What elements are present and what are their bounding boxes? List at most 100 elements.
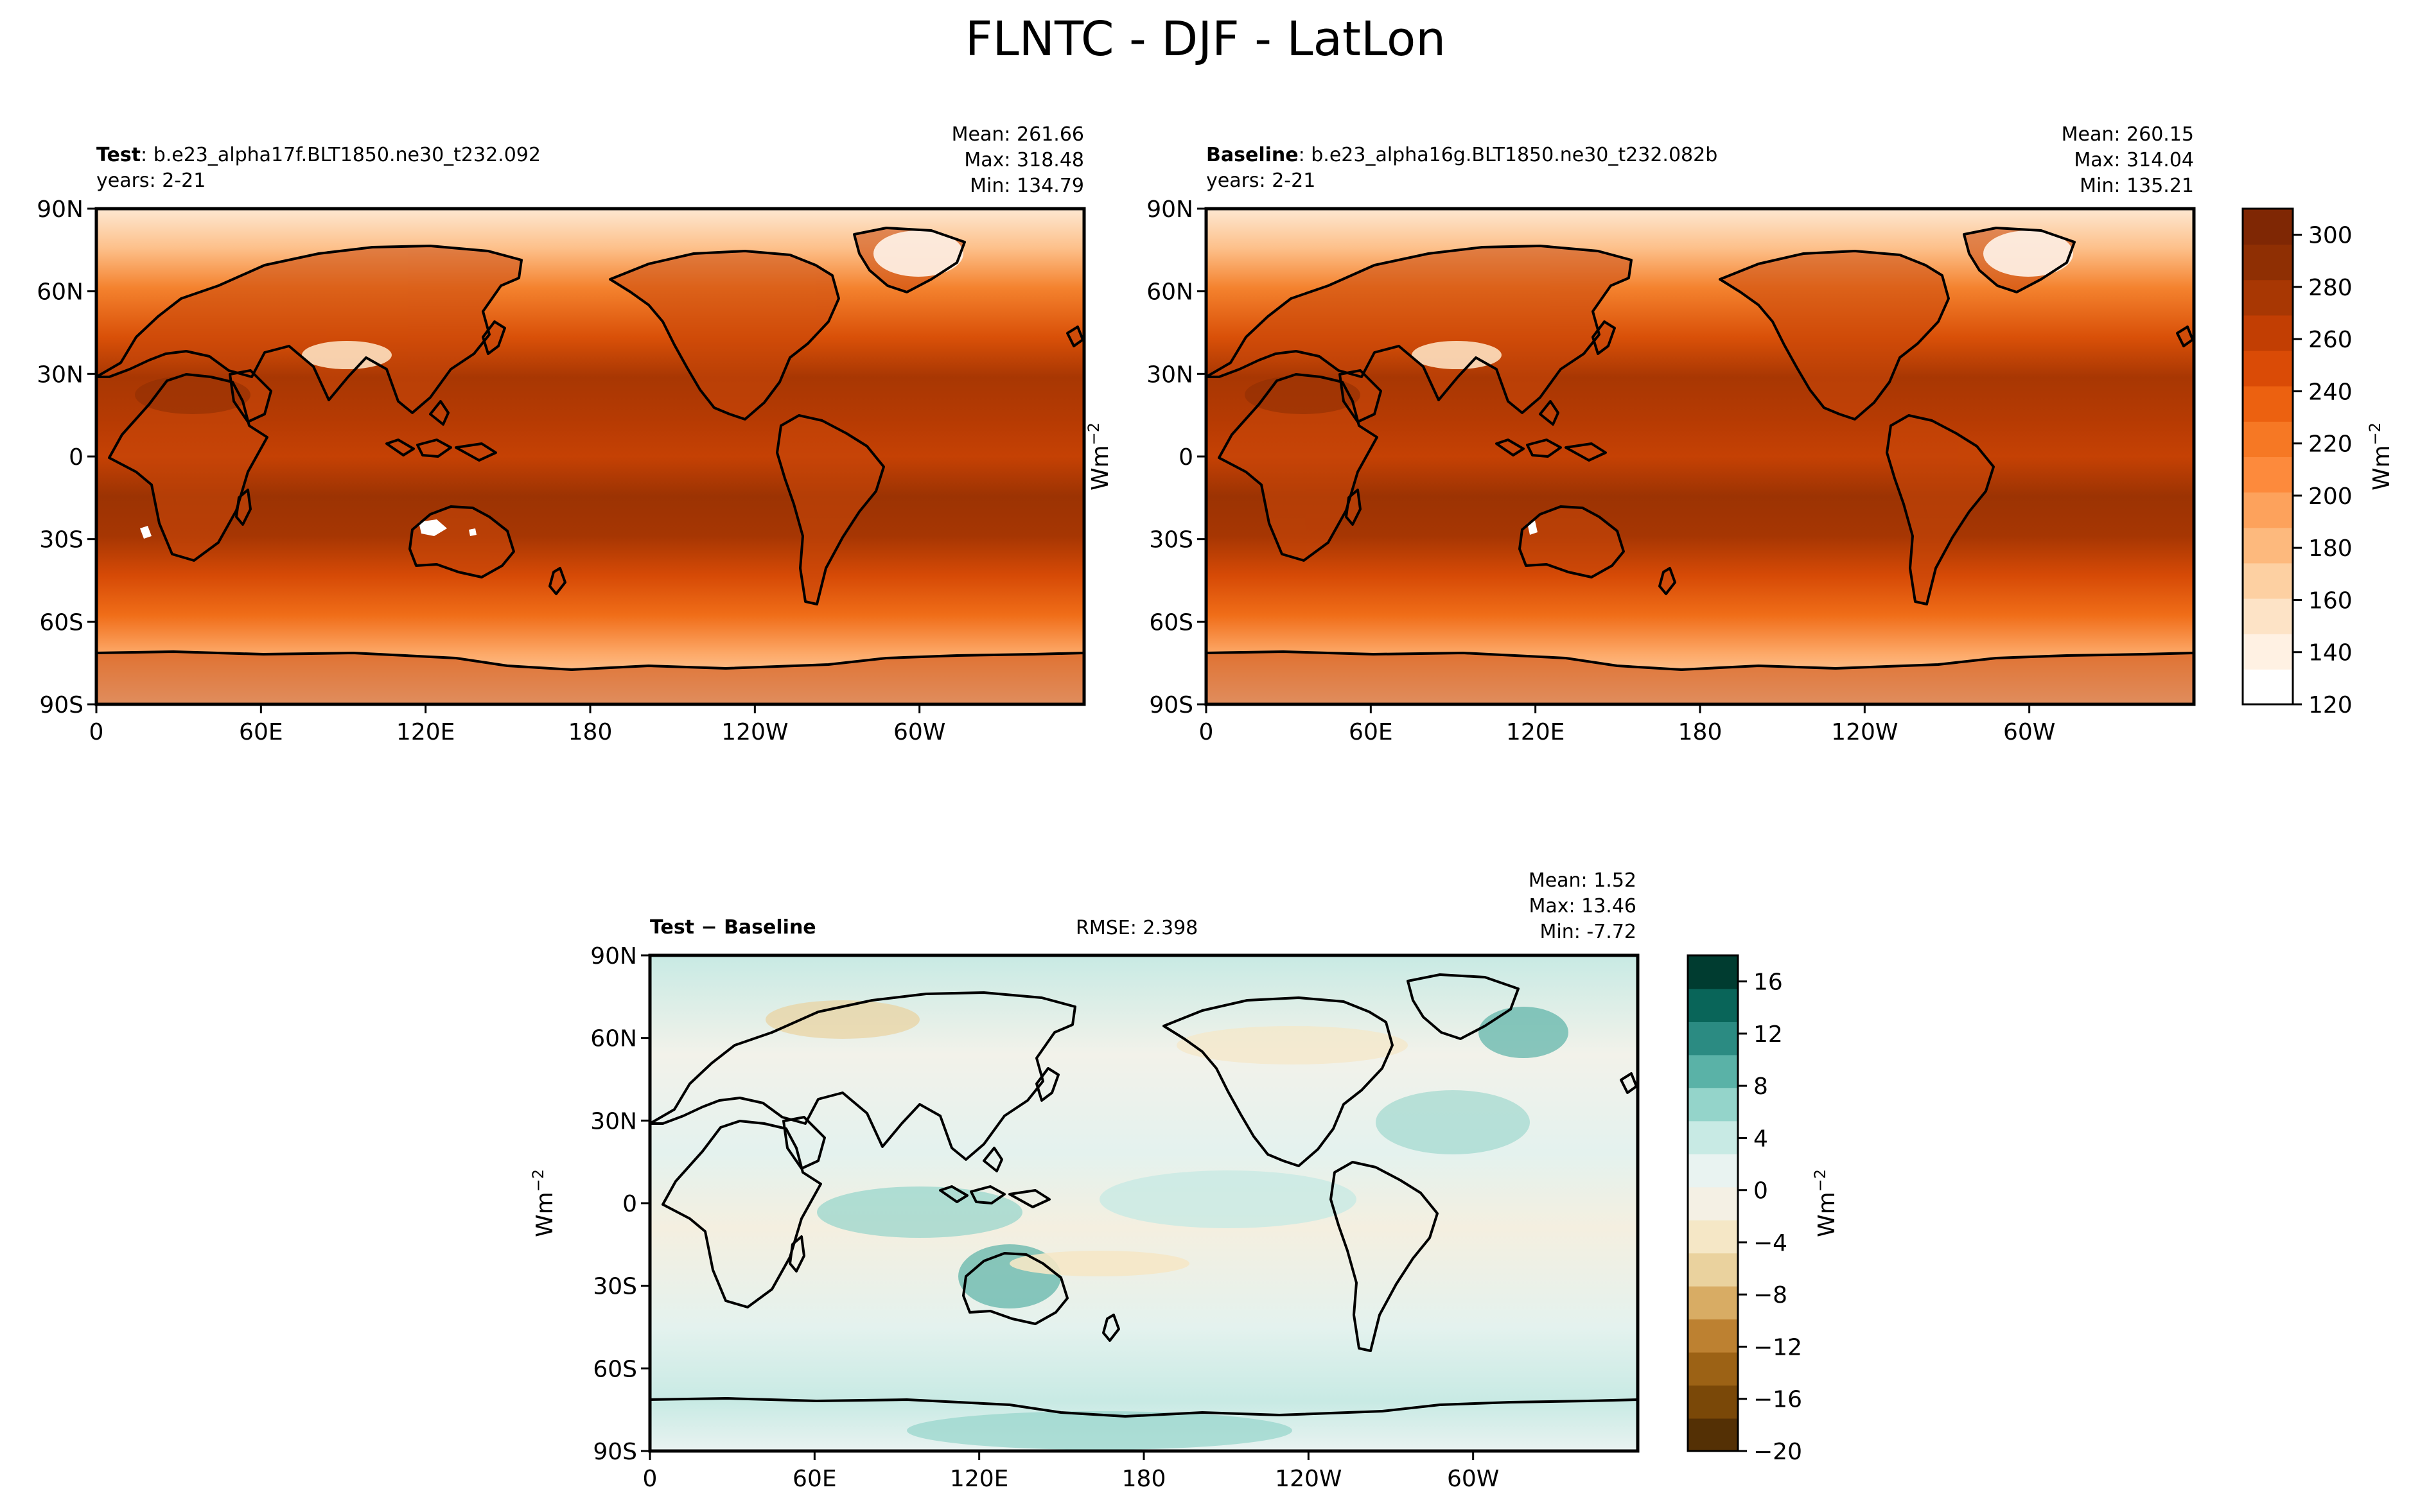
test-xtick-label: 60E (239, 719, 283, 745)
main-colorbar: 120 140 160 180 200 220 240 260 280 300 Wm−2 (2241, 207, 2395, 718)
diff-colorbar-tick-label: −8 (1753, 1282, 1787, 1308)
diff-ytick-label: 30N (590, 1108, 637, 1134)
test-xtick-label: 60W (893, 719, 945, 745)
diff-colorbar-segment (1688, 1120, 1738, 1154)
test-sep: : (141, 144, 153, 166)
diff-colorbar-segment (1688, 1054, 1738, 1088)
diff-ytick-label: 90N (590, 943, 637, 969)
baseline-ytick-label: 90S (1149, 692, 1193, 718)
diff-stat-max: Max: 13.46 (1529, 895, 1636, 917)
main-colorbar-segment (2243, 492, 2293, 528)
test-xtick-label: 120E (396, 719, 455, 745)
diff-xtick-label: 180 (1122, 1466, 1166, 1492)
test-label: Test (96, 144, 141, 166)
baseline-ytick-label: 0 (1179, 444, 1193, 471)
baseline-years: years: 2-21 (1206, 169, 1316, 192)
main-colorbar-segment (2243, 668, 2293, 705)
baseline-map: 0 60E 120E 180 120W 60W 90N 60N 30N 0 30S 60S 90S (1146, 196, 2196, 745)
diff-stat-min: Min: -7.72 (1539, 921, 1637, 943)
diff-colorbar-tick-label: 16 (1753, 969, 1783, 996)
diff-label-sep: − (694, 916, 724, 939)
diff-ytick-label: 30S (593, 1274, 637, 1300)
test-stat-max: Max: 318.48 (964, 149, 1084, 171)
diff-colorbar-segment (1688, 1253, 1738, 1287)
main-colorbar-tick-label: 220 (2308, 431, 2353, 458)
diff-colorbar-segment (1688, 955, 1738, 989)
main-colorbar-segment (2243, 562, 2293, 599)
diff-colorbar-tick-label: 4 (1753, 1125, 1768, 1152)
diff-colorbar-segment (1688, 1285, 1738, 1320)
diff-label-b: Baseline (724, 916, 816, 939)
diff-colorbar-segment (1688, 1153, 1738, 1188)
diff-colorbar-segment (1688, 1385, 1738, 1419)
baseline-xtick-label: 0 (1199, 719, 1214, 745)
test-title: Test: b.e23_alpha17f.BLT1850.ne30_t232.0… (96, 143, 541, 168)
diff-ytick-label: 0 (622, 1191, 637, 1217)
test-ytick-label: 90N (37, 196, 83, 223)
main-colorbar-segment (2243, 598, 2293, 634)
baseline-xtick-label: 120W (1831, 719, 1898, 745)
diff-rmse: RMSE: 2.398 (1076, 917, 1198, 939)
baseline-sep: : (1298, 144, 1311, 166)
test-map: 0 60E 120E 180 120W 60W 90N 60N 30N 0 30S 60S 90S (37, 196, 1086, 745)
main-colorbar-segment (2243, 385, 2293, 422)
diff-colorbar-segment (1688, 1087, 1738, 1122)
test-case: b.e23_alpha17f.BLT1850.ne30_t232.092 (153, 144, 541, 166)
baseline-stat-min: Min: 135.21 (2080, 175, 2194, 197)
diff-ylabel: Wm−2 (529, 1169, 558, 1237)
diff-colorbar-segment (1688, 1021, 1738, 1056)
baseline-stats: Mean: 260.15 Max: 314.04 Min: 135.21 (1945, 122, 2194, 199)
test-axes: 0 60E 120E 180 120W 60W 90N 60N 30N 0 30S 60S 90S (37, 196, 945, 745)
diff-xtick-label: 60E (793, 1466, 837, 1492)
main-colorbar-tick-label: 280 (2308, 275, 2353, 301)
diff-xtick-label: 0 (643, 1466, 658, 1492)
diff-label-a: Test (650, 916, 695, 939)
diff-colorbar-segment (1688, 1351, 1738, 1386)
main-colorbar-label: Wm−2 (2366, 422, 2395, 491)
baseline-xtick-label: 60W (2003, 719, 2055, 745)
diff-xtick-label: 120W (1275, 1466, 1342, 1492)
main-colorbar-tick-label: 260 (2308, 327, 2353, 353)
diff-stat-mean: Mean: 1.52 (1528, 869, 1636, 892)
main-colorbar-segment (2243, 527, 2293, 564)
main-colorbar-tick-label: 180 (2308, 535, 2353, 562)
test-ytick-label: 60N (37, 279, 83, 306)
main-colorbar-segment (2243, 633, 2293, 670)
baseline-xtick-label: 180 (1678, 719, 1723, 745)
diff-stats: Mean: 1.52 Max: 13.46 Min: -7.72 (1387, 868, 1636, 945)
baseline-xtick-label: 60E (1349, 719, 1393, 745)
main-colorbar-frame (2241, 207, 2294, 706)
diff-colorbar-segment (1688, 1418, 1738, 1452)
test-stat-min: Min: 134.79 (970, 175, 1084, 197)
diff-colorbar-tick-label: 0 (1753, 1178, 1768, 1204)
main-colorbar-tick-label: 140 (2308, 640, 2353, 666)
baseline-label: Baseline (1206, 144, 1299, 166)
baseline-ytick-label: 30N (1146, 361, 1193, 388)
baseline-xtick-label: 120E (1506, 719, 1565, 745)
diff-axes: 0 60E 120E 180 120W 60W 90N 60N 30N 0 30S 60S 90S (590, 943, 1499, 1492)
test-xtick-label: 120W (721, 719, 788, 745)
diff-colorbar-segment (1688, 1186, 1738, 1221)
diff-colorbar-tick-label: 8 (1753, 1073, 1768, 1100)
main-colorbar-tick-label: 300 (2308, 223, 2353, 249)
main-colorbar-segment (2243, 350, 2293, 387)
baseline-case: b.e23_alpha16g.BLT1850.ne30_t232.082b (1311, 144, 1718, 166)
diff-ytick-label: 60N (590, 1026, 637, 1052)
main-colorbar-segment (2243, 209, 2293, 245)
test-ytick-label: 30N (37, 361, 83, 388)
diff-colorbar-segment (1688, 1319, 1738, 1353)
baseline-stat-max: Max: 314.04 (2074, 149, 2194, 171)
diff-title: Test − Baseline (650, 915, 816, 941)
baseline-axes: 0 60E 120E 180 120W 60W 90N 60N 30N 0 30S 60S 90S (1146, 196, 2055, 745)
test-ytick-label: 0 (69, 444, 83, 471)
test-stat-mean: Mean: 261.66 (951, 123, 1084, 146)
diff-colorbar-label: Wm−2 (1811, 1169, 1840, 1237)
diff-colorbar-segment (1688, 1219, 1738, 1254)
test-ytick-label: 30S (39, 527, 83, 553)
baseline-ytick-label: 60S (1149, 609, 1193, 636)
diff-colorbar-tick-label: 12 (1753, 1021, 1783, 1048)
main-colorbar-tick-label: 120 (2308, 692, 2353, 718)
diff-ytick-label: 90S (593, 1439, 637, 1465)
test-ytick-label: 60S (39, 609, 83, 636)
